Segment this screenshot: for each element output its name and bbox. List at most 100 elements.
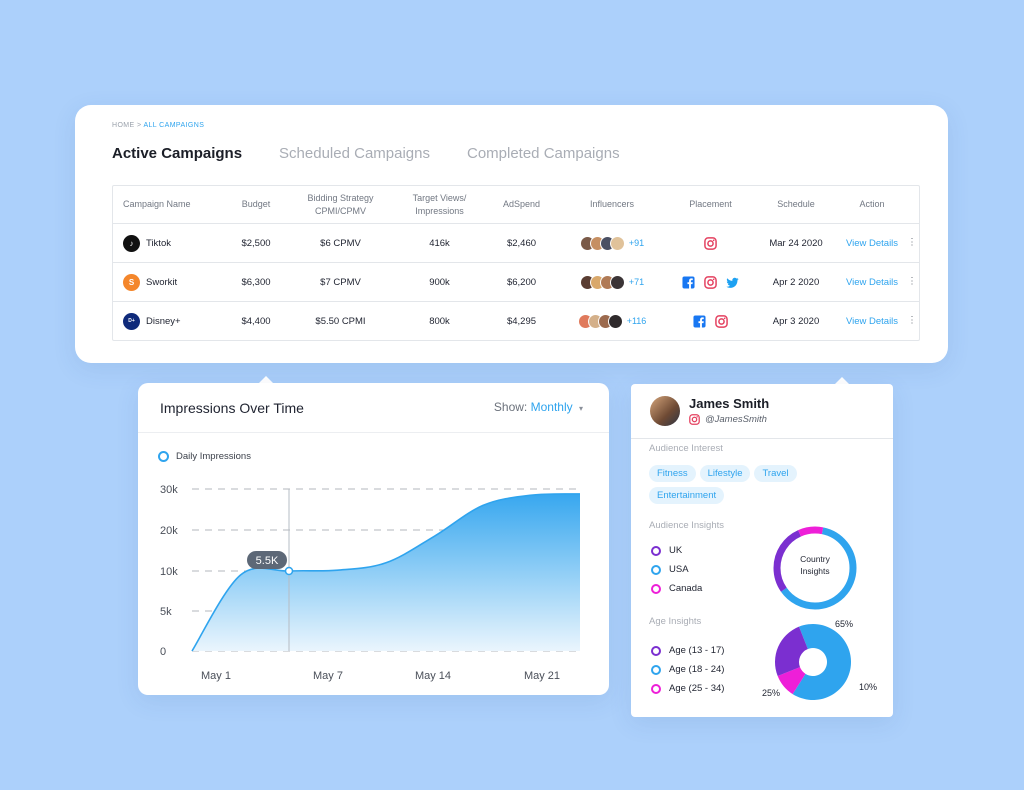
divider bbox=[631, 438, 893, 439]
tooltip-bubble bbox=[247, 551, 287, 569]
campaign-name: Disney+ bbox=[146, 315, 181, 327]
header-budget: Budget bbox=[241, 199, 271, 209]
target-cell: 900k bbox=[429, 276, 450, 288]
more-options-icon[interactable]: ⋮ bbox=[907, 237, 917, 248]
influencer-avatar bbox=[609, 235, 625, 251]
breadcrumb-home[interactable]: HOME bbox=[112, 122, 135, 129]
table-header: Campaign Name Budget Bidding Strategy CP… bbox=[113, 186, 919, 223]
schedule-cell: Mar 24 2020 bbox=[769, 237, 823, 249]
influencers-cell[interactable]: +71 bbox=[556, 274, 668, 290]
impressions-chart: 30k 20k 10k 5k 0 5.5K May 1 May 7 May 14 May 21 bbox=[160, 484, 582, 682]
placement-cell bbox=[668, 236, 753, 250]
tooltip-value: 5.5K bbox=[256, 555, 279, 567]
y-tick-label: 10k bbox=[160, 566, 178, 578]
adspend-cell: $4,295 bbox=[506, 315, 537, 327]
more-options-icon[interactable]: ⋮ bbox=[907, 315, 917, 326]
age-pct-label: 65% bbox=[835, 619, 854, 629]
legend-dot-icon bbox=[651, 564, 661, 575]
influencer-avatar bbox=[607, 313, 623, 329]
chart-legend: Daily Impressions bbox=[158, 451, 251, 462]
campaign-tabs: Active Campaigns Scheduled Campaigns Com… bbox=[112, 145, 657, 162]
handle-text: @JamesSmith bbox=[705, 414, 767, 425]
age-label: Age (25 - 34) bbox=[669, 683, 725, 694]
tab-completed-campaigns[interactable]: Completed Campaigns bbox=[466, 145, 620, 162]
more-influencers: +91 bbox=[628, 238, 645, 248]
show-dropdown[interactable]: Show: Monthly ▾ bbox=[494, 400, 583, 414]
divider bbox=[138, 432, 609, 433]
show-label: Show: bbox=[493, 400, 528, 414]
popover-pointer bbox=[259, 376, 273, 383]
table-row: ♪ Tiktok $2,500 $6 CPMV 416k $2,460 +91 M… bbox=[113, 223, 919, 262]
tab-active-campaigns[interactable]: Active Campaigns bbox=[112, 145, 243, 162]
tiktok-logo-icon: ♪ bbox=[123, 234, 140, 252]
sworkit-logo-icon: S bbox=[123, 273, 140, 291]
more-influencers: +71 bbox=[628, 277, 645, 287]
facebook-icon[interactable] bbox=[682, 275, 695, 289]
legend-dot-icon bbox=[651, 583, 661, 594]
header-placement: Placement bbox=[689, 199, 732, 209]
twitter-icon[interactable] bbox=[726, 276, 739, 289]
impressions-title: Impressions Over Time bbox=[160, 400, 304, 416]
target-cell: 416k bbox=[429, 237, 450, 249]
legend-dot-icon bbox=[651, 683, 661, 694]
more-options-icon[interactable]: ⋮ bbox=[907, 276, 917, 287]
y-tick-label: 30k bbox=[160, 484, 178, 496]
interest-chip[interactable]: Travel bbox=[754, 465, 797, 482]
tab-scheduled-campaigns[interactable]: Scheduled Campaigns bbox=[279, 145, 430, 162]
popover-pointer bbox=[835, 377, 849, 384]
breadcrumb-current[interactable]: ALL CAMPAIGNS bbox=[143, 122, 205, 129]
influencers-cell[interactable]: +116 bbox=[556, 313, 668, 329]
facebook-icon[interactable] bbox=[693, 314, 706, 328]
campaigns-table: Campaign Name Budget Bidding Strategy CP… bbox=[112, 185, 920, 341]
schedule-cell: Apr 2 2020 bbox=[772, 276, 820, 288]
breadcrumb: HOME > ALL CAMPAIGNS bbox=[112, 122, 204, 129]
country-insights-donut bbox=[773, 526, 857, 610]
country-label: UK bbox=[669, 545, 683, 556]
x-tick-label: May 1 bbox=[201, 670, 231, 682]
x-tick-label: May 21 bbox=[524, 670, 560, 682]
profile-handle: @JamesSmith bbox=[689, 414, 767, 425]
header-target: Target Views/ Impressions bbox=[412, 192, 467, 216]
profile-name: James Smith bbox=[689, 396, 770, 411]
interest-chip[interactable]: Entertainment bbox=[649, 487, 725, 504]
bidding-cell: $5.50 CPMI bbox=[315, 315, 366, 327]
show-value: Monthly bbox=[530, 400, 573, 414]
legend-dot-icon bbox=[651, 664, 661, 675]
age-insights-pie bbox=[775, 624, 851, 700]
adspend-cell: $2,460 bbox=[506, 237, 537, 249]
age-insights-title: Age Insights bbox=[649, 616, 702, 627]
country-legend: UK USA Canada bbox=[651, 541, 702, 598]
table-row: S Sworkit $6,300 $7 CPMV 900k $6,200 +71 … bbox=[113, 262, 919, 301]
bidding-cell: $7 CPMV bbox=[320, 276, 361, 288]
country-label: USA bbox=[669, 564, 689, 575]
interest-chip[interactable]: Lifestyle bbox=[699, 465, 751, 482]
schedule-cell: Apr 3 2020 bbox=[772, 315, 820, 327]
view-details-link[interactable]: View Details bbox=[845, 237, 899, 249]
campaigns-card: HOME > ALL CAMPAIGNS Active Campaigns Sc… bbox=[75, 105, 948, 363]
caret-down-icon: ▾ bbox=[578, 404, 583, 413]
header-campaign-name: Campaign Name bbox=[123, 199, 191, 209]
audience-insights-title: Audience Insights bbox=[649, 520, 724, 531]
data-point bbox=[284, 566, 294, 576]
view-details-link[interactable]: View Details bbox=[845, 315, 899, 327]
budget-cell: $6,300 bbox=[241, 276, 271, 288]
interest-chip[interactable]: Fitness bbox=[649, 465, 696, 482]
influencers-cell[interactable]: +91 bbox=[556, 235, 668, 251]
legend-marker-icon bbox=[158, 451, 169, 462]
instagram-icon[interactable] bbox=[715, 314, 728, 328]
header-schedule: Schedule bbox=[777, 199, 815, 209]
instagram-icon[interactable] bbox=[704, 236, 717, 250]
pie-slice bbox=[792, 624, 851, 700]
view-details-link[interactable]: View Details bbox=[845, 276, 899, 288]
target-cell: 800k bbox=[429, 315, 450, 327]
area-fill bbox=[192, 493, 580, 651]
pie-slice bbox=[777, 667, 806, 695]
country-label: Canada bbox=[669, 583, 703, 594]
instagram-icon[interactable] bbox=[704, 275, 717, 289]
campaign-name: Sworkit bbox=[146, 276, 178, 288]
header-influencers: Influencers bbox=[589, 199, 635, 209]
interest-chips: Fitness Lifestyle Travel Entertainment bbox=[649, 465, 859, 504]
placement-cell bbox=[668, 314, 753, 328]
bidding-cell: $6 CPMV bbox=[320, 237, 361, 249]
header-bidding: Bidding Strategy CPMI/CPMV bbox=[307, 192, 374, 216]
